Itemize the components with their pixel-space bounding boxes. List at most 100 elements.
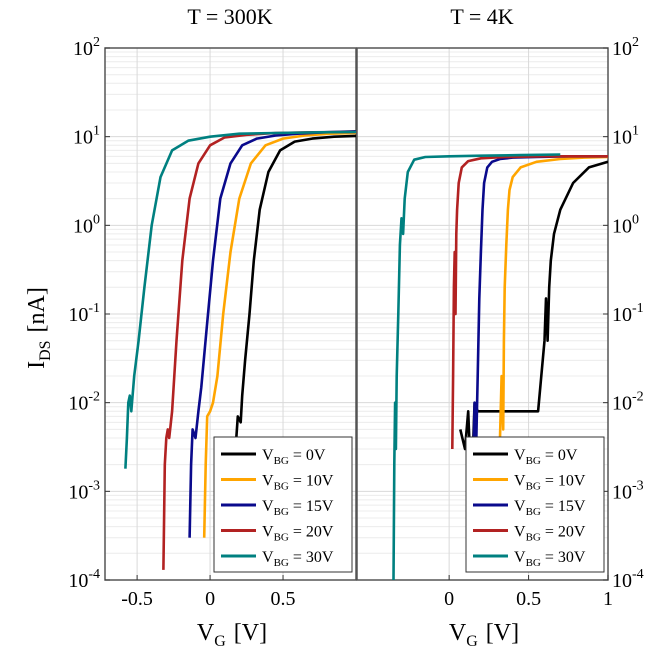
y-tick-base: 10 — [612, 127, 632, 149]
x-tick-label: 0.5 — [516, 588, 541, 610]
y-tick-base: 10 — [612, 393, 632, 415]
y-tick-label: 10-3 — [68, 478, 100, 503]
y-tick-label: 102 — [612, 35, 639, 60]
y-tick-base: 10 — [612, 215, 632, 237]
y-tick-exponent: 0 — [632, 212, 639, 227]
series-line — [451, 155, 608, 450]
y-tick-label: 10-1 — [68, 301, 100, 326]
y-tick-exponent: -1 — [632, 301, 644, 316]
legend-entry-main: V — [262, 447, 274, 464]
legend-entry: VBG = 0V — [514, 447, 578, 467]
legend-entry: VBG = 10V — [262, 473, 334, 493]
legend-entry-main: V — [514, 447, 526, 464]
y-tick-label: 10-2 — [612, 390, 644, 415]
y-tick-base: 10 — [68, 304, 88, 326]
legend-entry-sub: BG — [274, 557, 289, 569]
legend-entry-main: V — [262, 498, 274, 515]
legend-entry-sub: BG — [526, 481, 541, 493]
series-group — [124, 130, 356, 570]
x-axis-label-sub: G — [466, 633, 478, 650]
series-line — [188, 130, 356, 538]
y-tick-label: 10-1 — [612, 301, 644, 326]
y-tick-exponent: -3 — [632, 478, 644, 493]
legend-entry: VBG = 0V — [262, 447, 326, 467]
y-tick-base: 10 — [68, 393, 88, 415]
y-tick-exponent: -3 — [88, 478, 100, 493]
legend-entry-main: V — [514, 524, 526, 541]
legend-entry-main: V — [514, 498, 526, 515]
legend-entry-rest: = 30V — [541, 549, 586, 566]
y-tick-label: 10-4 — [612, 567, 644, 592]
legend-entry-rest: = 20V — [541, 524, 586, 541]
legend-entry-main: V — [514, 473, 526, 490]
y-tick-exponent: -4 — [632, 567, 644, 582]
legend-entry-rest: = 30V — [289, 549, 334, 566]
series-line — [498, 155, 608, 439]
legend-entry-sub: BG — [526, 455, 541, 467]
y-tick-exponent: 2 — [632, 35, 639, 50]
y-axis-label: IDS [nA] — [24, 287, 54, 369]
y-tick-label: 10-3 — [612, 478, 644, 503]
y-tick-exponent: -2 — [88, 390, 100, 405]
legend-entry: VBG = 30V — [514, 549, 586, 569]
legend-entry: VBG = 10V — [514, 473, 586, 493]
x-tick-label: 0.5 — [271, 588, 296, 610]
legend-entry: VBG = 15V — [514, 498, 586, 518]
y-tick-exponent: -4 — [88, 567, 100, 582]
x-tick-label: 0 — [444, 588, 454, 610]
x-axis-label-unit: [V] — [234, 620, 267, 646]
y-tick-label: 101 — [612, 124, 639, 149]
x-axis-label-4k: VG [V] — [449, 620, 519, 650]
legend-entry-sub: BG — [526, 506, 541, 518]
y-tick-exponent: -1 — [88, 301, 100, 316]
legend-entry-main: V — [262, 549, 274, 566]
series-line — [202, 131, 356, 538]
panel-title-4k: T = 4K — [450, 4, 513, 29]
y-tick-label: 10-2 — [68, 390, 100, 415]
legend-entry: VBG = 15V — [262, 498, 334, 518]
legend-entry-sub: BG — [526, 557, 541, 569]
legend-entry-rest: = 20V — [289, 524, 334, 541]
legend-entry-rest: = 15V — [289, 498, 334, 515]
y-axis-label-sub: DS — [37, 340, 54, 360]
y-tick-base: 10 — [612, 570, 632, 592]
grid — [105, 47, 356, 581]
x-axis-label-main: V — [449, 620, 467, 646]
y-tick-label: 102 — [73, 35, 100, 60]
legend-entry-rest: = 0V — [289, 447, 326, 464]
legend-entry: VBG = 20V — [514, 524, 586, 544]
legend-entry-rest: = 10V — [541, 473, 586, 490]
legend-entry: VBG = 30V — [262, 549, 334, 569]
y-tick-base: 10 — [612, 38, 632, 60]
legend-entry-rest: = 10V — [289, 473, 334, 490]
legend-entry-sub: BG — [526, 532, 541, 544]
y-tick-label: 101 — [73, 124, 100, 149]
y-tick-exponent: -2 — [632, 390, 644, 405]
legend-entry-main: V — [262, 524, 274, 541]
y-tick-label: 100 — [612, 212, 639, 237]
x-tick-label: -0.5 — [121, 588, 153, 610]
y-tick-base: 10 — [68, 481, 88, 503]
y-tick-base: 10 — [73, 127, 93, 149]
panel-title-300k: T = 300K — [187, 4, 272, 29]
x-axis-label-300k: VG [V] — [197, 620, 267, 650]
y-tick-base: 10 — [73, 38, 93, 60]
x-axis-label-sub: G — [214, 633, 226, 650]
x-tick-label: 0 — [205, 588, 215, 610]
y-tick-base: 10 — [612, 481, 632, 503]
legend-entry-sub: BG — [274, 455, 289, 467]
y-axis-label-unit: [nA] — [24, 287, 50, 332]
x-axis-label-main: V — [197, 620, 215, 646]
legend-entry-rest: = 0V — [541, 447, 578, 464]
legend-entry-sub: BG — [274, 532, 289, 544]
y-tick-exponent: 1 — [93, 124, 100, 139]
y-tick-base: 10 — [73, 215, 93, 237]
legend-entry-main: V — [514, 549, 526, 566]
legend-entry: VBG = 20V — [262, 524, 334, 544]
y-tick-label: 10-4 — [68, 567, 100, 592]
